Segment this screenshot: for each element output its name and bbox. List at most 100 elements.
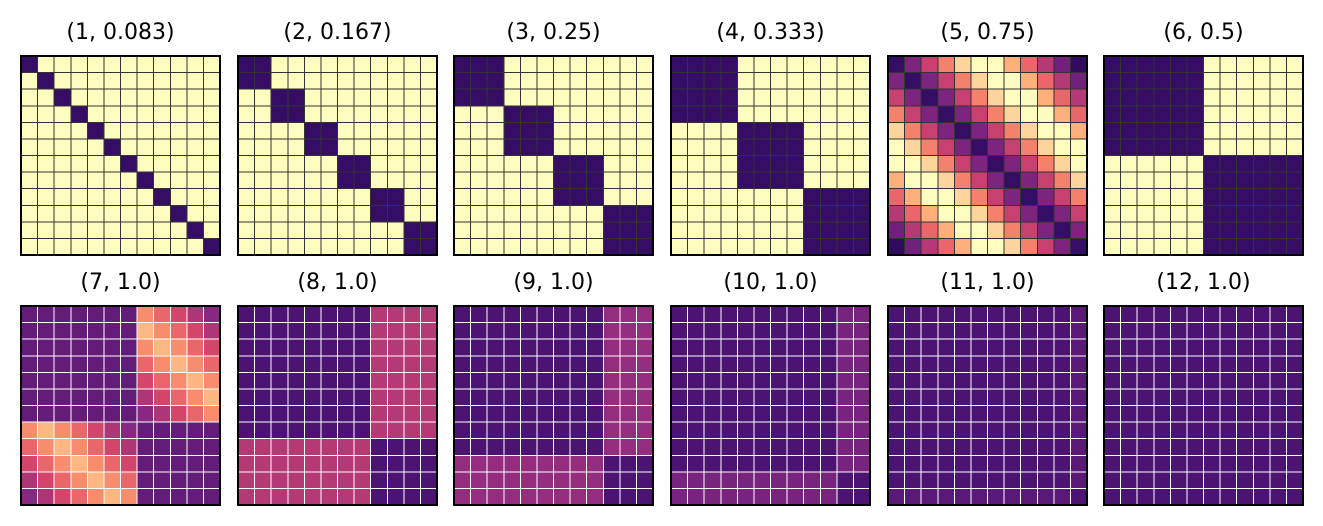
heatmap-cell	[1236, 72, 1254, 90]
heatmap-cell	[1053, 138, 1071, 156]
heatmap-cell	[636, 238, 653, 255]
heatmap-cell	[120, 422, 138, 439]
heatmap-cell	[1269, 455, 1287, 472]
heatmap-cell	[1037, 471, 1054, 489]
heatmap-cell	[1269, 238, 1287, 255]
heatmap-cell	[1020, 455, 1038, 472]
heatmap-cell	[586, 221, 604, 239]
heatmap-cell	[1104, 339, 1121, 356]
heatmap-cell	[87, 306, 104, 323]
heatmap-cell	[454, 322, 471, 340]
heatmap-cell	[954, 322, 971, 340]
heatmap-cell	[536, 105, 554, 123]
heatmap-cell	[720, 105, 738, 123]
heatmap-cell	[387, 405, 404, 423]
heatmap-cell	[487, 238, 504, 255]
heatmap-cell	[1236, 56, 1254, 73]
heatmap-cell	[1004, 122, 1021, 139]
heatmap-cell	[636, 372, 653, 389]
heatmap-cell	[671, 205, 688, 222]
heatmap-cell	[238, 138, 255, 156]
heatmap-cell	[1220, 205, 1237, 222]
heatmap-cell	[1004, 105, 1021, 123]
heatmap-cell	[238, 438, 255, 456]
heatmap-cell	[888, 355, 905, 373]
heatmap-cell	[1053, 172, 1071, 189]
heatmap-cell	[1269, 438, 1287, 456]
heatmap-cell	[87, 155, 104, 173]
heatmap-cell	[354, 306, 371, 323]
heatmap-cell	[970, 89, 988, 106]
heatmap-cell	[370, 138, 388, 156]
heatmap-cell	[54, 122, 71, 139]
heatmap-cell	[1269, 138, 1287, 156]
heatmap-cell	[753, 122, 771, 139]
heatmap-cell	[904, 89, 922, 106]
heatmap-cell	[671, 56, 688, 73]
heatmap-cell	[1220, 172, 1237, 189]
heatmap-cell	[888, 405, 905, 423]
heatmap-cell	[1153, 105, 1171, 123]
heatmap-cell	[1186, 455, 1204, 472]
heatmap-cell	[836, 138, 854, 156]
heatmap-cell	[770, 72, 788, 90]
heatmap-cell	[337, 306, 355, 323]
heatmap-cell	[271, 422, 288, 439]
heatmap-cell	[420, 355, 437, 373]
heatmap-cell	[636, 339, 653, 356]
heatmap-cell	[203, 405, 220, 423]
heatmap-cell	[636, 221, 653, 239]
heatmap-cell	[87, 339, 104, 356]
heatmap-cell	[603, 205, 620, 222]
heatmap-cell	[904, 306, 922, 323]
heatmap-cell	[1286, 188, 1303, 206]
heatmap-cell	[1170, 89, 1187, 106]
heatmap-cell	[820, 322, 837, 340]
heatmap-cell	[1253, 488, 1270, 505]
heatmap-cell	[320, 89, 338, 106]
heatmap-cell	[354, 438, 371, 456]
heatmap-cell	[619, 372, 637, 389]
heatmap-cell	[1104, 355, 1121, 373]
heatmap-cell	[320, 322, 338, 340]
heatmap-cell	[271, 372, 288, 389]
heatmap-cell	[137, 405, 154, 423]
heatmap-cell	[70, 56, 88, 73]
heatmap-cell	[904, 172, 922, 189]
heatmap-cell	[1220, 471, 1237, 489]
heatmap-cell	[520, 339, 537, 356]
heatmap-cell	[820, 205, 837, 222]
heatmap-cell	[704, 471, 721, 489]
heatmap-cell	[836, 322, 854, 340]
heatmap-cell	[70, 339, 88, 356]
heatmap-cell	[636, 138, 653, 156]
heatmap-cell	[186, 372, 204, 389]
heatmap-cell	[720, 339, 738, 356]
heatmap-cell	[238, 56, 255, 73]
heatmap-cell	[803, 306, 821, 323]
heatmap-cell	[603, 56, 620, 73]
heatmap-cell	[937, 138, 955, 156]
heatmap-cell	[970, 372, 988, 389]
heatmap-cell	[1104, 322, 1121, 340]
heatmap-cell	[1203, 405, 1221, 423]
heatmap-cell	[888, 306, 905, 323]
heatmap-cell	[1070, 105, 1087, 123]
heatmap-cell	[370, 172, 388, 189]
heatmap-cell	[1004, 438, 1021, 456]
heatmap-cell	[704, 221, 721, 239]
heatmap-cell	[337, 105, 355, 123]
heatmap-cell	[1253, 138, 1270, 156]
heatmap-cell	[937, 306, 955, 323]
heatmap-cell	[186, 205, 204, 222]
heatmap-cell	[636, 105, 653, 123]
heatmap-cell	[904, 471, 922, 489]
heatmap-cell	[1053, 455, 1071, 472]
heatmap-cell	[254, 155, 272, 173]
heatmap-cell	[203, 355, 220, 373]
heatmap-cell	[619, 138, 637, 156]
heatmap-cell	[70, 89, 88, 106]
heatmap-cell	[454, 89, 471, 106]
heatmap-cell	[238, 188, 255, 206]
